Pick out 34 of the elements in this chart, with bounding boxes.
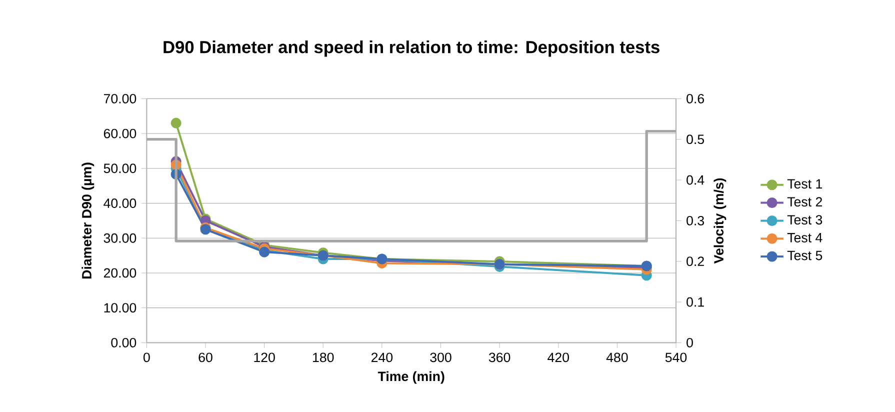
y2-tick-label: 0.4: [686, 175, 704, 185]
legend-label: Test 2: [787, 197, 822, 207]
legend-label: Test 4: [787, 233, 822, 242]
x-tick-label: 480: [606, 352, 628, 362]
y-tick-label: 10.00: [104, 303, 136, 313]
legend-label: Test 5: [787, 250, 822, 260]
chart-title: D90 Diameter and speed in relation to time: Deposition tests: [164, 40, 660, 57]
y-tick-label: 60.00: [104, 128, 136, 138]
y-tick-label: 50.00: [104, 164, 136, 174]
x-tick-label: 120: [254, 352, 275, 362]
x-tick-label: 60: [198, 352, 212, 362]
x-tick-label: 540: [665, 352, 687, 362]
x-tick-label: 240: [371, 352, 393, 362]
x-tick-label: 300: [430, 352, 452, 362]
y-tick-label: 20.00: [104, 268, 136, 278]
y2-tick-label: 0.1: [686, 297, 704, 307]
y-tick-label: 30.00: [104, 233, 136, 243]
x-axis-title: Time (min): [378, 371, 444, 384]
y2-axis-title: Velocity (m/s): [714, 178, 726, 264]
y2-tick-label: 0.3: [686, 216, 704, 226]
y2-tick-label: 0.2: [686, 256, 704, 266]
y-tick-label: 0.00: [111, 338, 136, 348]
legend-label: Test 3: [787, 215, 822, 225]
y2-tick-label: 0.5: [686, 134, 704, 144]
x-tick-label: 0: [143, 352, 150, 362]
y-tick-label: 70.00: [104, 94, 136, 104]
y-axis-title: Diameter D90 (µm): [82, 162, 94, 278]
y-tick-label: 40.00: [104, 198, 136, 208]
x-tick-label: 360: [488, 352, 510, 362]
legend-label: Test 1: [787, 179, 822, 189]
x-tick-label: 420: [548, 352, 569, 362]
y2-tick-label: 0.6: [686, 94, 704, 104]
y2-tick-label: 0: [686, 338, 693, 348]
x-tick-label: 180: [313, 352, 334, 362]
